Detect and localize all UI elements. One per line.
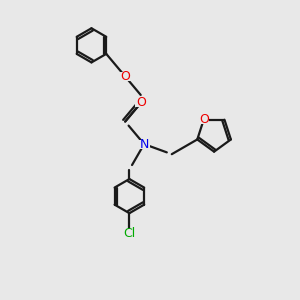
- Bar: [122, 229, 137, 239]
- Text: O: O: [199, 113, 208, 126]
- Bar: [119, 72, 131, 81]
- Text: Cl: Cl: [123, 227, 136, 240]
- Bar: [198, 115, 209, 124]
- Bar: [135, 98, 147, 107]
- Text: O: O: [120, 70, 130, 83]
- Bar: [139, 140, 150, 148]
- Text: O: O: [136, 96, 146, 109]
- Text: N: N: [140, 138, 149, 151]
